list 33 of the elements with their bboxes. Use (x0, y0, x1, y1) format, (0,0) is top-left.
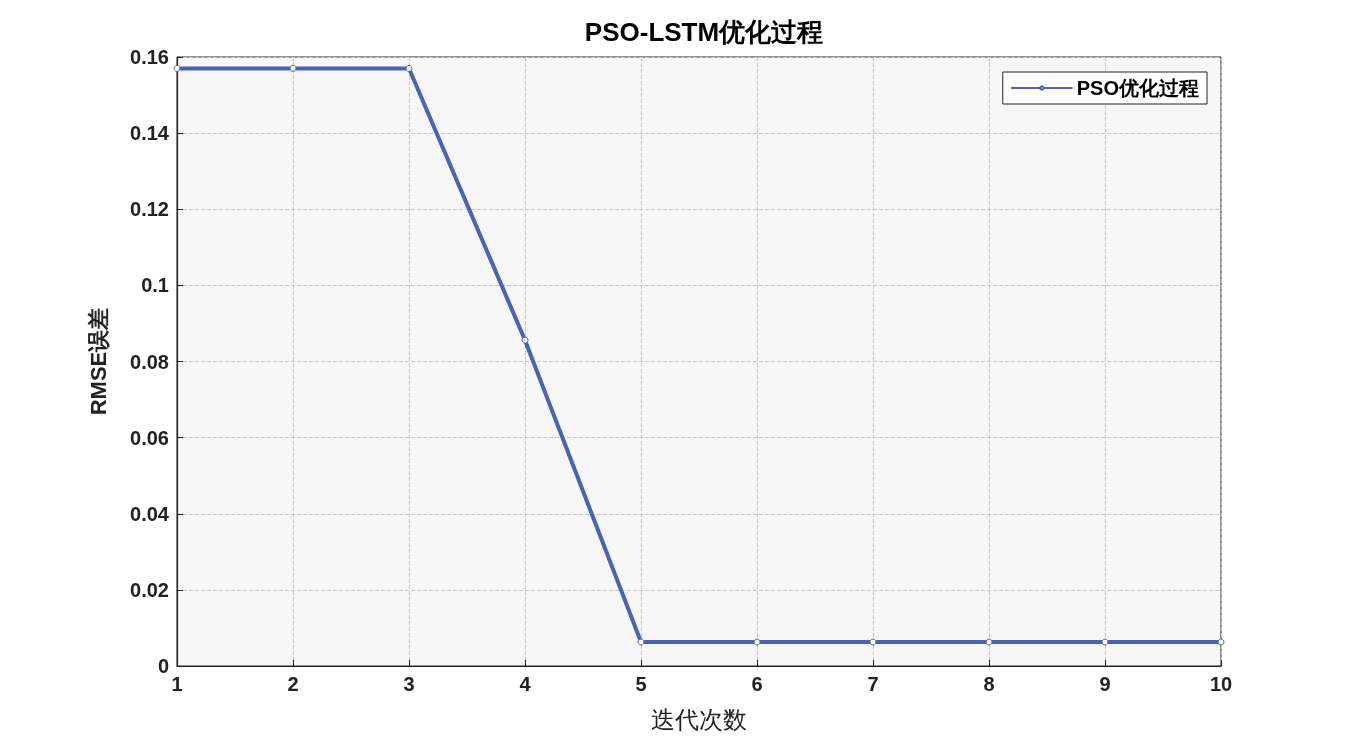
y-axis-title: RMSE误差 (85, 307, 111, 416)
x-tick-label: 9 (1099, 673, 1111, 695)
point (1217, 638, 1225, 646)
point (869, 638, 877, 646)
x-tick-label: 8 (983, 673, 995, 695)
x-tick-label: 3 (403, 673, 415, 695)
x-tick-label: 7 (867, 673, 879, 695)
x-tick-label: 10 (1209, 673, 1233, 695)
point (289, 64, 297, 72)
point (753, 638, 761, 646)
y-tick-label: 0.02 (130, 578, 169, 601)
y-tick-label: 0.08 (130, 350, 169, 373)
y-tick-label: 0.06 (130, 426, 169, 449)
chart-title: PSO-LSTM优化过程 (584, 17, 824, 47)
x-tick-label: 4 (519, 673, 532, 695)
y-tick-label: 0.12 (130, 198, 169, 221)
x-tick-label: 2 (287, 673, 299, 695)
y-tick-label: 0.16 (130, 46, 169, 68)
y-tick-label: 0.14 (130, 122, 170, 145)
x-tick-label: 5 (635, 673, 647, 695)
legend-label: PSO优化过程 (1076, 77, 1200, 99)
point (1101, 638, 1109, 646)
point (173, 64, 181, 72)
point (637, 638, 645, 646)
y-tick-label: 0.04 (130, 502, 170, 525)
x-axis-title: 迭代次数 (651, 707, 747, 733)
y-tick-label: 0.1 (141, 274, 169, 297)
x-tick-label: 6 (751, 673, 763, 695)
point (521, 336, 529, 344)
point (405, 64, 413, 72)
y-tick-label: 0 (157, 655, 169, 677)
point (985, 638, 993, 646)
x-tick-label: 1 (171, 673, 183, 695)
